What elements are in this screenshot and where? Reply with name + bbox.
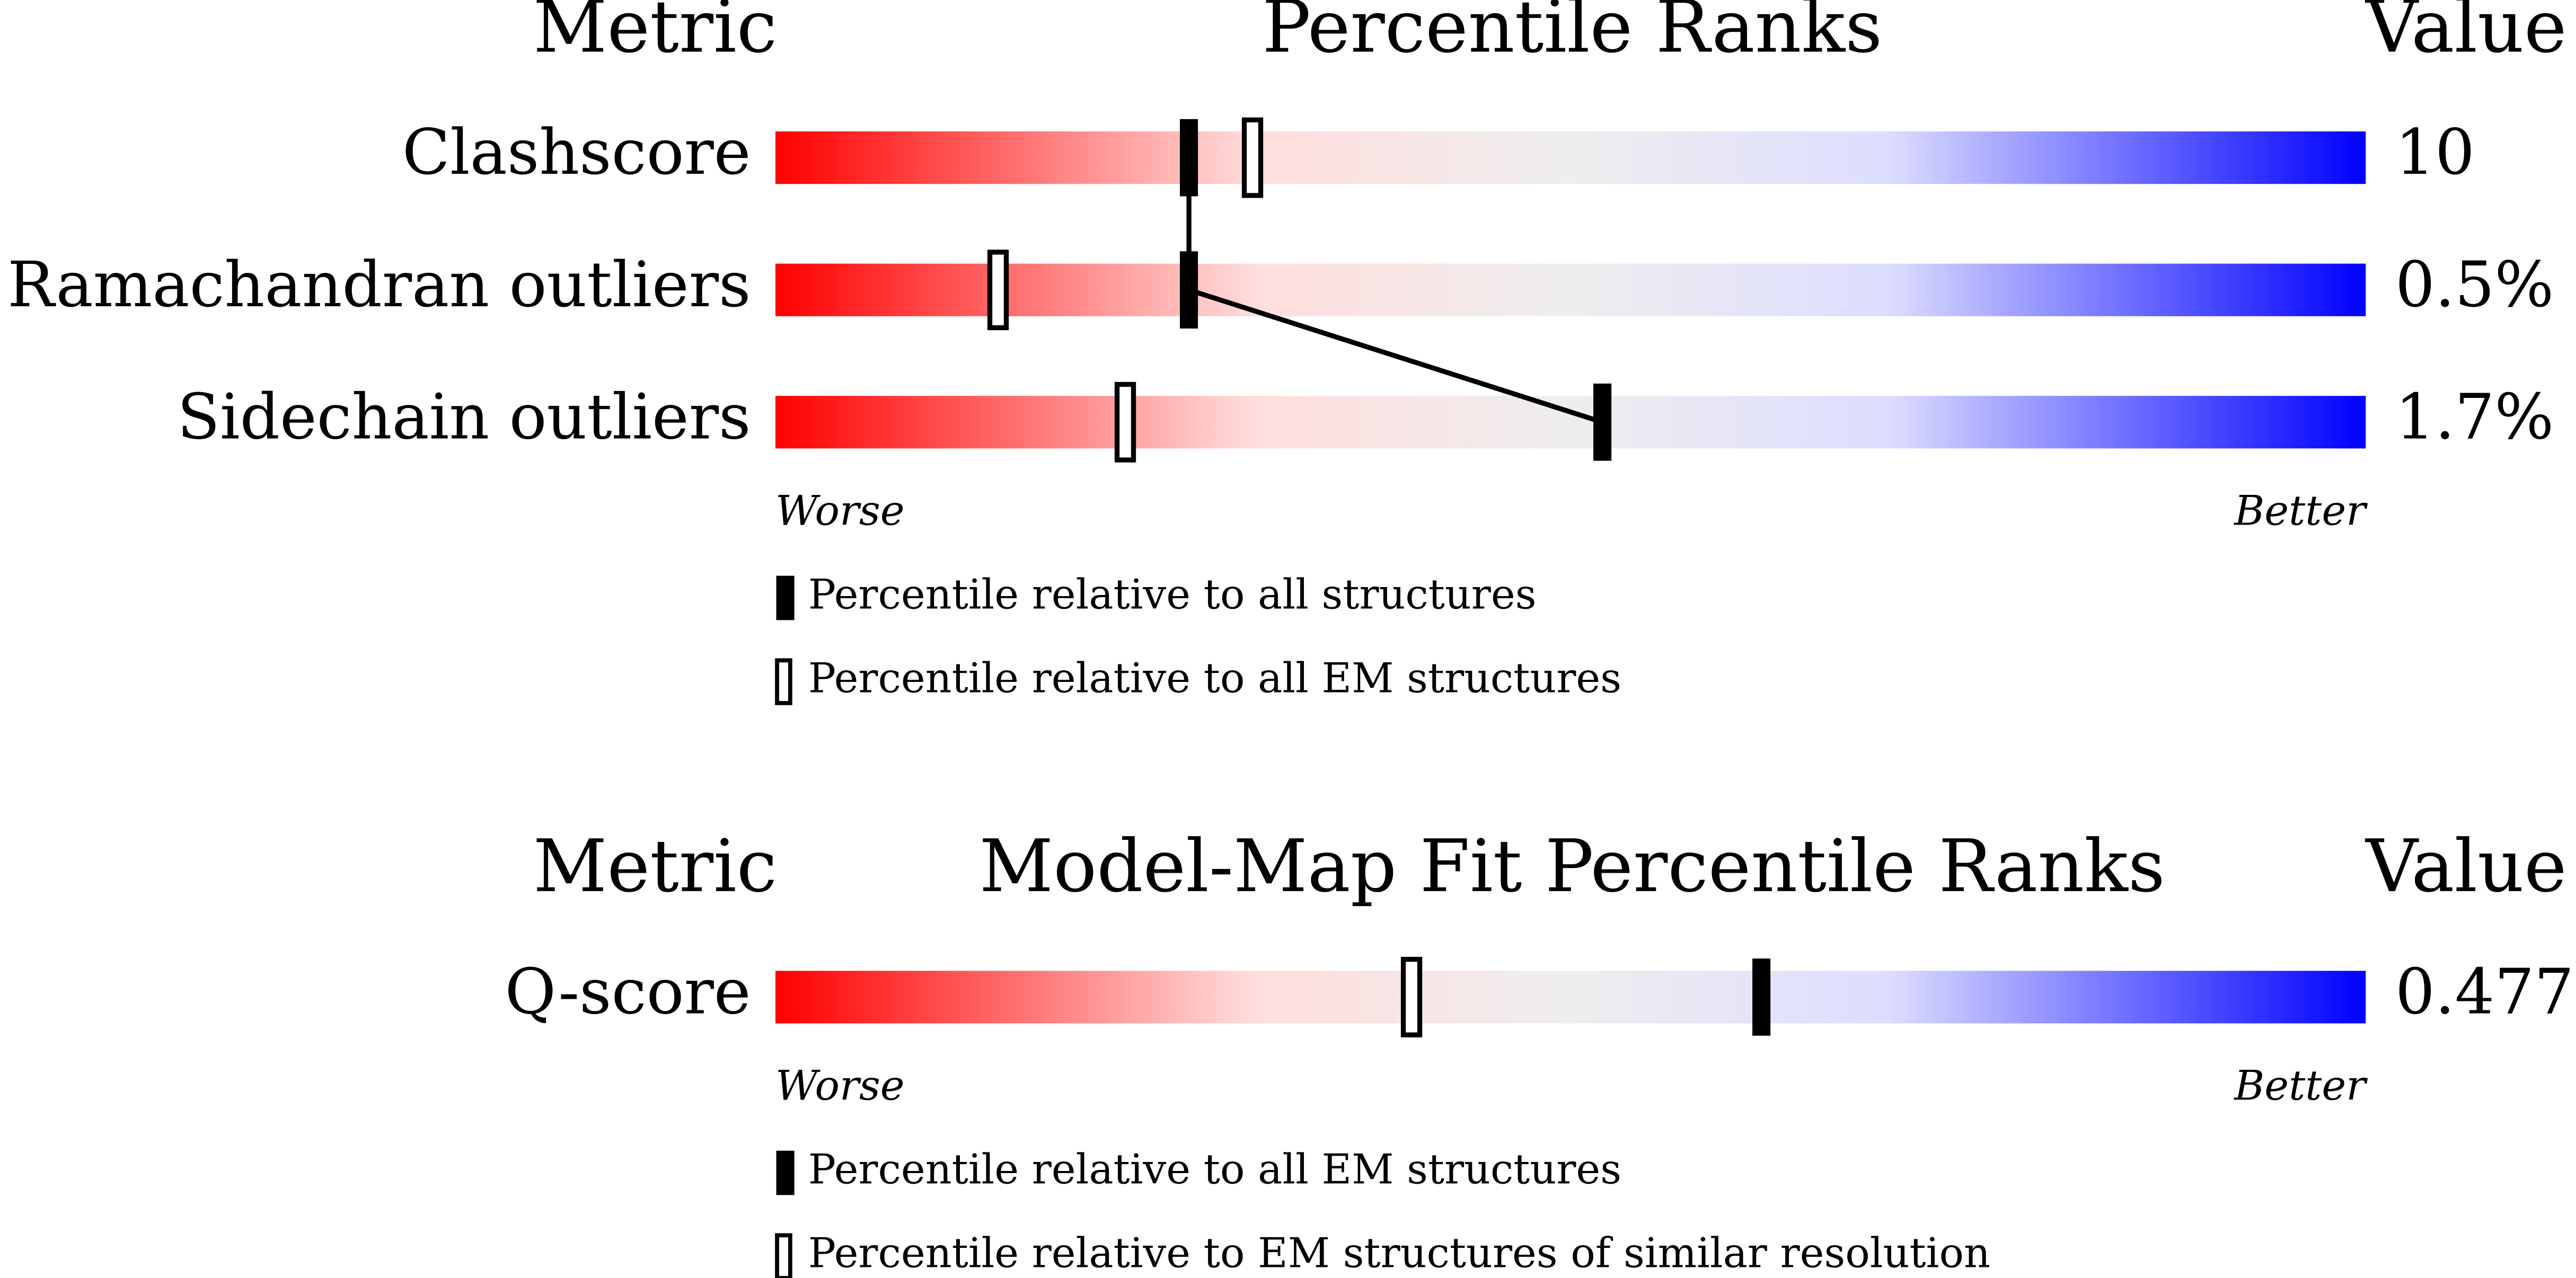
axis-low-label: Worse: [775, 1062, 905, 1110]
marker-filled: [1593, 383, 1612, 461]
slider-bar: [775, 396, 2366, 449]
metric-label: Sidechain outliers: [177, 380, 751, 453]
marker-open: [1114, 381, 1136, 463]
metric-value: 0.5%: [2395, 248, 2554, 321]
slider-bar: [775, 971, 2366, 1024]
header-value: Value: [2365, 824, 2566, 909]
header-metric: Metric: [533, 0, 777, 69]
legend-swatch: [775, 1233, 792, 1278]
legend-swatch: [776, 1150, 795, 1195]
header-title: Percentile Ranks: [1262, 0, 1882, 69]
metric-value: 1.7%: [2395, 380, 2554, 453]
legend-label: Percentile relative to EM structures of …: [808, 1230, 1990, 1277]
header-title: Model-Map Fit Percentile Ranks: [980, 824, 2165, 909]
metric-label: Ramachandran outliers: [7, 248, 751, 321]
marker-open: [1241, 117, 1264, 198]
slider-bar: [775, 131, 2366, 184]
metric-label: Q-score: [505, 955, 751, 1028]
axis-high-label: Better: [2233, 1062, 2368, 1110]
metric-label: Clashscore: [402, 116, 751, 189]
legend-swatch: [775, 658, 792, 705]
metric-value: 10: [2395, 116, 2475, 189]
metric-value: 0.477: [2395, 955, 2574, 1028]
axis-high-label: Better: [2233, 487, 2368, 535]
marker-filled: [1179, 251, 1198, 329]
marker-filled: [1179, 119, 1198, 197]
marker-open: [987, 250, 1009, 331]
slider-bar: [775, 263, 2366, 316]
marker-filled: [1752, 958, 1771, 1036]
legend-swatch: [776, 575, 795, 620]
legend-label: Percentile relative to all EM structures: [808, 1146, 1621, 1194]
marker-open: [1400, 956, 1423, 1037]
header-metric: Metric: [533, 824, 777, 909]
legend-label: Percentile relative to all structures: [808, 571, 1537, 618]
header-value: Value: [2365, 0, 2566, 69]
axis-low-label: Worse: [775, 487, 905, 535]
legend-label: Percentile relative to all EM structures: [808, 655, 1621, 703]
